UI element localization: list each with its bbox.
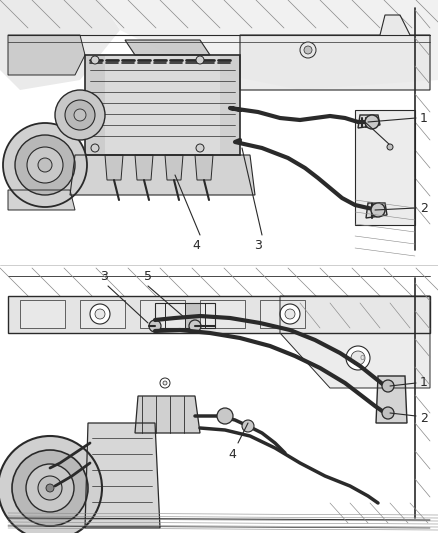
Text: 3: 3 bbox=[100, 270, 108, 283]
Circle shape bbox=[46, 484, 54, 492]
Polygon shape bbox=[8, 190, 75, 210]
Circle shape bbox=[304, 46, 312, 54]
Circle shape bbox=[15, 135, 75, 195]
Polygon shape bbox=[85, 55, 105, 155]
Circle shape bbox=[38, 158, 52, 172]
Polygon shape bbox=[366, 203, 387, 218]
Circle shape bbox=[26, 464, 74, 512]
Circle shape bbox=[382, 407, 394, 419]
Polygon shape bbox=[358, 115, 380, 128]
Circle shape bbox=[300, 42, 316, 58]
Bar bbox=[85, 55, 240, 155]
Polygon shape bbox=[355, 110, 415, 225]
Text: 1: 1 bbox=[420, 376, 428, 390]
Circle shape bbox=[163, 381, 167, 385]
Polygon shape bbox=[8, 296, 430, 333]
Bar bbox=[140, 300, 185, 328]
Polygon shape bbox=[100, 0, 438, 90]
Circle shape bbox=[27, 147, 63, 183]
Circle shape bbox=[160, 378, 170, 388]
Polygon shape bbox=[135, 396, 200, 433]
Bar bbox=[20, 300, 65, 328]
Circle shape bbox=[149, 320, 161, 332]
Text: 4: 4 bbox=[192, 239, 200, 252]
Polygon shape bbox=[70, 155, 255, 195]
Text: 1: 1 bbox=[420, 111, 428, 125]
Circle shape bbox=[55, 90, 105, 140]
Bar bbox=[80, 300, 125, 328]
Polygon shape bbox=[195, 155, 213, 180]
Polygon shape bbox=[240, 15, 430, 90]
Circle shape bbox=[12, 450, 88, 526]
Circle shape bbox=[90, 304, 110, 324]
Circle shape bbox=[217, 408, 233, 424]
Polygon shape bbox=[85, 55, 240, 155]
Polygon shape bbox=[125, 40, 210, 55]
Circle shape bbox=[74, 109, 86, 121]
Circle shape bbox=[3, 123, 87, 207]
Text: 2: 2 bbox=[420, 201, 428, 214]
Text: 2: 2 bbox=[420, 411, 428, 424]
Polygon shape bbox=[0, 268, 438, 533]
Bar bbox=[260, 300, 305, 328]
Circle shape bbox=[91, 56, 99, 64]
Text: 5: 5 bbox=[144, 270, 152, 283]
Circle shape bbox=[189, 320, 201, 332]
Polygon shape bbox=[105, 155, 123, 180]
Circle shape bbox=[0, 436, 102, 533]
Polygon shape bbox=[0, 0, 120, 90]
Circle shape bbox=[91, 144, 99, 152]
Bar bbox=[200, 300, 245, 328]
Circle shape bbox=[387, 144, 393, 150]
Polygon shape bbox=[85, 423, 160, 528]
Polygon shape bbox=[8, 35, 85, 75]
Circle shape bbox=[365, 115, 379, 129]
Circle shape bbox=[65, 100, 95, 130]
Circle shape bbox=[242, 420, 254, 432]
Circle shape bbox=[382, 380, 394, 392]
Text: 4: 4 bbox=[228, 448, 236, 461]
Polygon shape bbox=[165, 155, 183, 180]
Polygon shape bbox=[135, 155, 153, 180]
Circle shape bbox=[371, 203, 385, 217]
Polygon shape bbox=[155, 303, 215, 328]
Circle shape bbox=[280, 304, 300, 324]
Polygon shape bbox=[280, 296, 430, 388]
Text: o: o bbox=[360, 353, 364, 362]
Text: 3: 3 bbox=[254, 239, 262, 252]
Polygon shape bbox=[220, 55, 240, 155]
Circle shape bbox=[285, 309, 295, 319]
Circle shape bbox=[196, 56, 204, 64]
Circle shape bbox=[346, 346, 370, 370]
Polygon shape bbox=[376, 376, 407, 423]
Circle shape bbox=[95, 309, 105, 319]
Circle shape bbox=[38, 476, 62, 500]
Circle shape bbox=[196, 144, 204, 152]
Circle shape bbox=[351, 351, 365, 365]
